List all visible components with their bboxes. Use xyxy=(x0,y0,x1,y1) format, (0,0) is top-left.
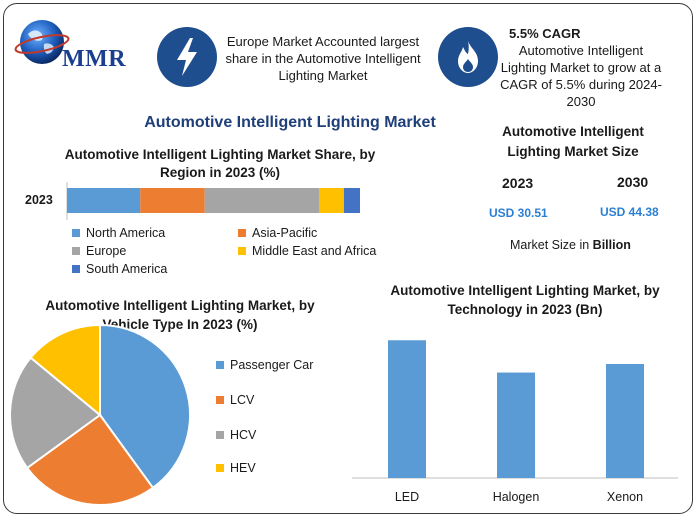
technology-bar-xenon xyxy=(606,364,644,478)
market-size-note-text: Market Size in xyxy=(510,238,593,252)
pie-slice-hcv xyxy=(9,356,102,470)
region-legend-item-europe: Europe xyxy=(72,244,126,258)
vehicle-chart-title: Automotive Intelligent Lighting Market, … xyxy=(45,298,315,332)
market-size-note-unit: Billion xyxy=(592,238,631,252)
market-size-year-2030: 2030 xyxy=(617,174,649,190)
vehicle-pie-chart xyxy=(9,323,191,506)
legend-swatch xyxy=(238,229,246,237)
region-legend-item-south-america: South America xyxy=(72,262,167,276)
market-size-year-2023: 2023 xyxy=(502,175,534,191)
market-size-title: Automotive Intelligent Lighting Market S… xyxy=(502,124,644,159)
region-legend-item-middle-east-and-africa: Middle East and Africa xyxy=(238,244,376,258)
legend-label: LCV xyxy=(230,393,255,407)
logo: MMR xyxy=(14,14,144,74)
legend-swatch xyxy=(72,265,80,273)
technology-label-halogen: Halogen xyxy=(492,490,540,504)
cagr-title: 5.5% CAGR xyxy=(509,26,581,41)
legend-swatch xyxy=(216,431,224,439)
globe-icon xyxy=(14,20,70,64)
technology-bar-halogen xyxy=(497,372,535,478)
lightning-bolt-icon xyxy=(177,38,197,76)
flame-icon xyxy=(458,41,478,73)
legend-swatch xyxy=(216,361,224,369)
vehicle-legend-item-passenger-car: Passenger Car xyxy=(216,358,313,372)
legend-swatch xyxy=(72,229,80,237)
legend-swatch xyxy=(216,464,224,472)
info-icon-circle-2 xyxy=(438,27,498,87)
legend-swatch xyxy=(72,247,80,255)
pie-slice-lcv xyxy=(25,413,155,506)
cagr-text: Automotive Intelligent Lighting Market t… xyxy=(500,43,662,109)
region-chart-category-label: 2023 xyxy=(25,193,53,207)
vehicle-legend-item-hcv: HCV xyxy=(216,428,256,442)
pie-slice-hev xyxy=(29,323,101,418)
vehicle-legend-item-hev: HEV xyxy=(216,461,256,475)
legend-label: HCV xyxy=(230,428,257,442)
legend-label: Asia-Pacific xyxy=(252,226,318,240)
region-chart-title: Automotive Intelligent Lighting Market S… xyxy=(64,147,376,180)
legend-label: HEV xyxy=(230,461,256,475)
region-legend-item-north-america: North America xyxy=(72,226,165,240)
logo-text: MMR xyxy=(62,46,127,72)
info-text-europe: Europe Market Accounted largest share in… xyxy=(225,34,421,83)
technology-chart-title: Automotive Intelligent Lighting Market, … xyxy=(390,283,660,317)
legend-label: Passenger Car xyxy=(230,358,314,372)
technology-bar-chart xyxy=(352,340,678,479)
market-size-value-2023: USD 30.51 xyxy=(489,206,548,220)
technology-label-xenon: Xenon xyxy=(606,490,644,504)
region-bar-segment-south-america xyxy=(343,188,360,213)
legend-label: North America xyxy=(86,226,166,240)
legend-label: Europe xyxy=(86,244,127,258)
main-title: Automotive Intelligent Lighting Market xyxy=(144,114,436,131)
region-bar-segment-europe xyxy=(204,188,319,213)
technology-bar-led xyxy=(388,340,426,478)
market-size-value-2030: USD 44.38 xyxy=(600,205,659,219)
region-bar-segment-asia-pacific xyxy=(140,188,205,213)
pie-slice-passenger-car xyxy=(99,323,191,490)
legend-swatch xyxy=(238,247,246,255)
legend-label: South America xyxy=(86,262,168,276)
vehicle-legend-item-lcv: LCV xyxy=(216,393,254,407)
market-size-note: Market Size in Billion xyxy=(510,238,631,252)
region-bar-segment-middle-east-and-africa xyxy=(318,188,344,213)
region-bar-segment-north-america xyxy=(67,188,141,213)
region-legend-item-asia-pacific: Asia-Pacific xyxy=(238,226,317,240)
legend-label: Middle East and Africa xyxy=(252,244,377,258)
region-stacked-bar-chart xyxy=(66,182,360,220)
info-icon-circle-1 xyxy=(157,27,217,87)
legend-swatch xyxy=(216,396,224,404)
technology-label-led: LED xyxy=(394,490,420,504)
